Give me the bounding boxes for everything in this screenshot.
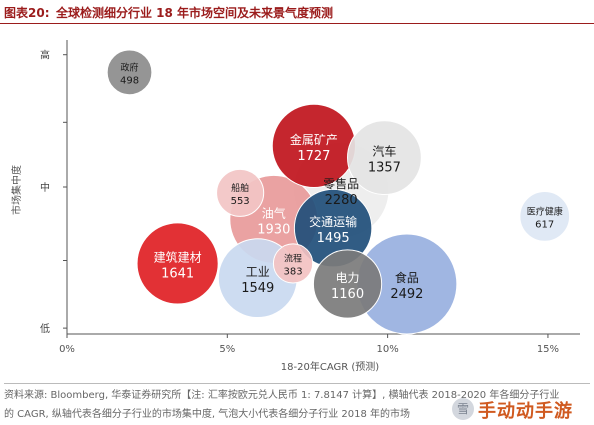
bubble-value-label: 498 (120, 75, 139, 86)
bubble-value-label: 1641 (161, 266, 194, 281)
bubble-name-label: 医疗健康 (527, 205, 563, 217)
bubble-value-label: 2280 (325, 193, 358, 208)
bubble-name-label: 油气 (262, 205, 286, 220)
bubble-建筑建材 (136, 222, 219, 305)
figure-label: 图表20: (4, 6, 50, 20)
bubble-汽车 (347, 120, 422, 195)
watermark-logo-icon: 雪 (452, 398, 474, 420)
bubble-chart: 0% 5% 10% 15% 高中低 18-20年CAGR (预测) 市场集中度 政府 498 金… (10, 40, 580, 373)
bubble-value-label: 1727 (297, 149, 330, 164)
bubble-医疗健康 (519, 191, 571, 242)
bubble-value-label: 1495 (317, 231, 350, 246)
source-note: 资料来源: Bloomberg, 华泰证券研究所【注: 汇率按欧元兑人民币 1:… (4, 383, 590, 424)
bubble-name-label: 流程 (284, 252, 302, 264)
bubble-name-label: 金属矿产 (290, 132, 338, 147)
y-tick-label: 中 (40, 181, 50, 194)
y-tick-label: 低 (40, 322, 50, 335)
bubble-label-layer: 政府 498 金属矿产 1727 汽车 1357 零售品 2280 船舶 553 油气 1930 交通运… (120, 61, 563, 302)
bubble-船舶 (216, 168, 265, 217)
axes: 0% 5% 10% 15% 高中低 18-20年CAGR (预测) 市场集中度 (10, 40, 580, 373)
bubble-name-label: 政府 (121, 61, 139, 73)
bubble-value-label: 2492 (390, 287, 423, 302)
watermark-text: 手动动手游 (478, 401, 573, 422)
bubble-name-label: 交通运输 (309, 214, 357, 229)
y-tick-label: 高 (40, 49, 50, 62)
bubble-电力 (312, 249, 383, 319)
bubble-layer (106, 49, 571, 335)
bubble-name-label: 汽车 (372, 144, 396, 159)
watermark: 雪 手动动手游 (452, 396, 590, 422)
y-axis-title: 市场集中度 (10, 165, 23, 215)
bubble-name-label: 建筑建材 (154, 249, 202, 264)
bubble-name-label: 工业 (246, 265, 270, 279)
bubble-流程 (272, 243, 314, 284)
x-tick-label: 15% (537, 344, 559, 355)
source-note-line-2: 的 CAGR, 纵轴代表各细分子行业的市场集中度, 气泡大小代表各细分子行业 2… (4, 409, 411, 420)
bubble-name-label: 电力 (336, 271, 360, 285)
bubble-name-label: 食品 (395, 270, 419, 285)
bubble-value-label: 383 (283, 266, 302, 277)
bubble-政府 (106, 49, 153, 96)
x-tick-label: 0% (59, 344, 75, 355)
bubble-value-label: 1930 (257, 222, 290, 237)
bubble-value-label: 553 (231, 196, 250, 207)
bubble-value-label: 1357 (368, 161, 401, 176)
bubble-value-label: 1549 (241, 281, 274, 296)
bubble-value-label: 1160 (331, 287, 364, 302)
source-note-line-1: 资料来源: Bloomberg, 华泰证券研究所【注: 汇率按欧元兑人民币 1:… (4, 390, 560, 401)
figure-title: 图表20: 全球检测细分行业 18 年市场空间及未来景气度预测 (0, 0, 594, 24)
bubble-value-label: 617 (535, 219, 554, 230)
x-tick-label: 10% (377, 344, 399, 355)
x-axis-title: 18-20年CAGR (预测) (281, 360, 379, 373)
bubble-name-label: 船舶 (231, 182, 249, 194)
figure-title-text: 全球检测细分行业 18 年市场空间及未来景气度预测 (56, 6, 334, 20)
x-tick-label: 5% (219, 344, 235, 355)
bubble-name-label: 零售品 (323, 176, 359, 191)
